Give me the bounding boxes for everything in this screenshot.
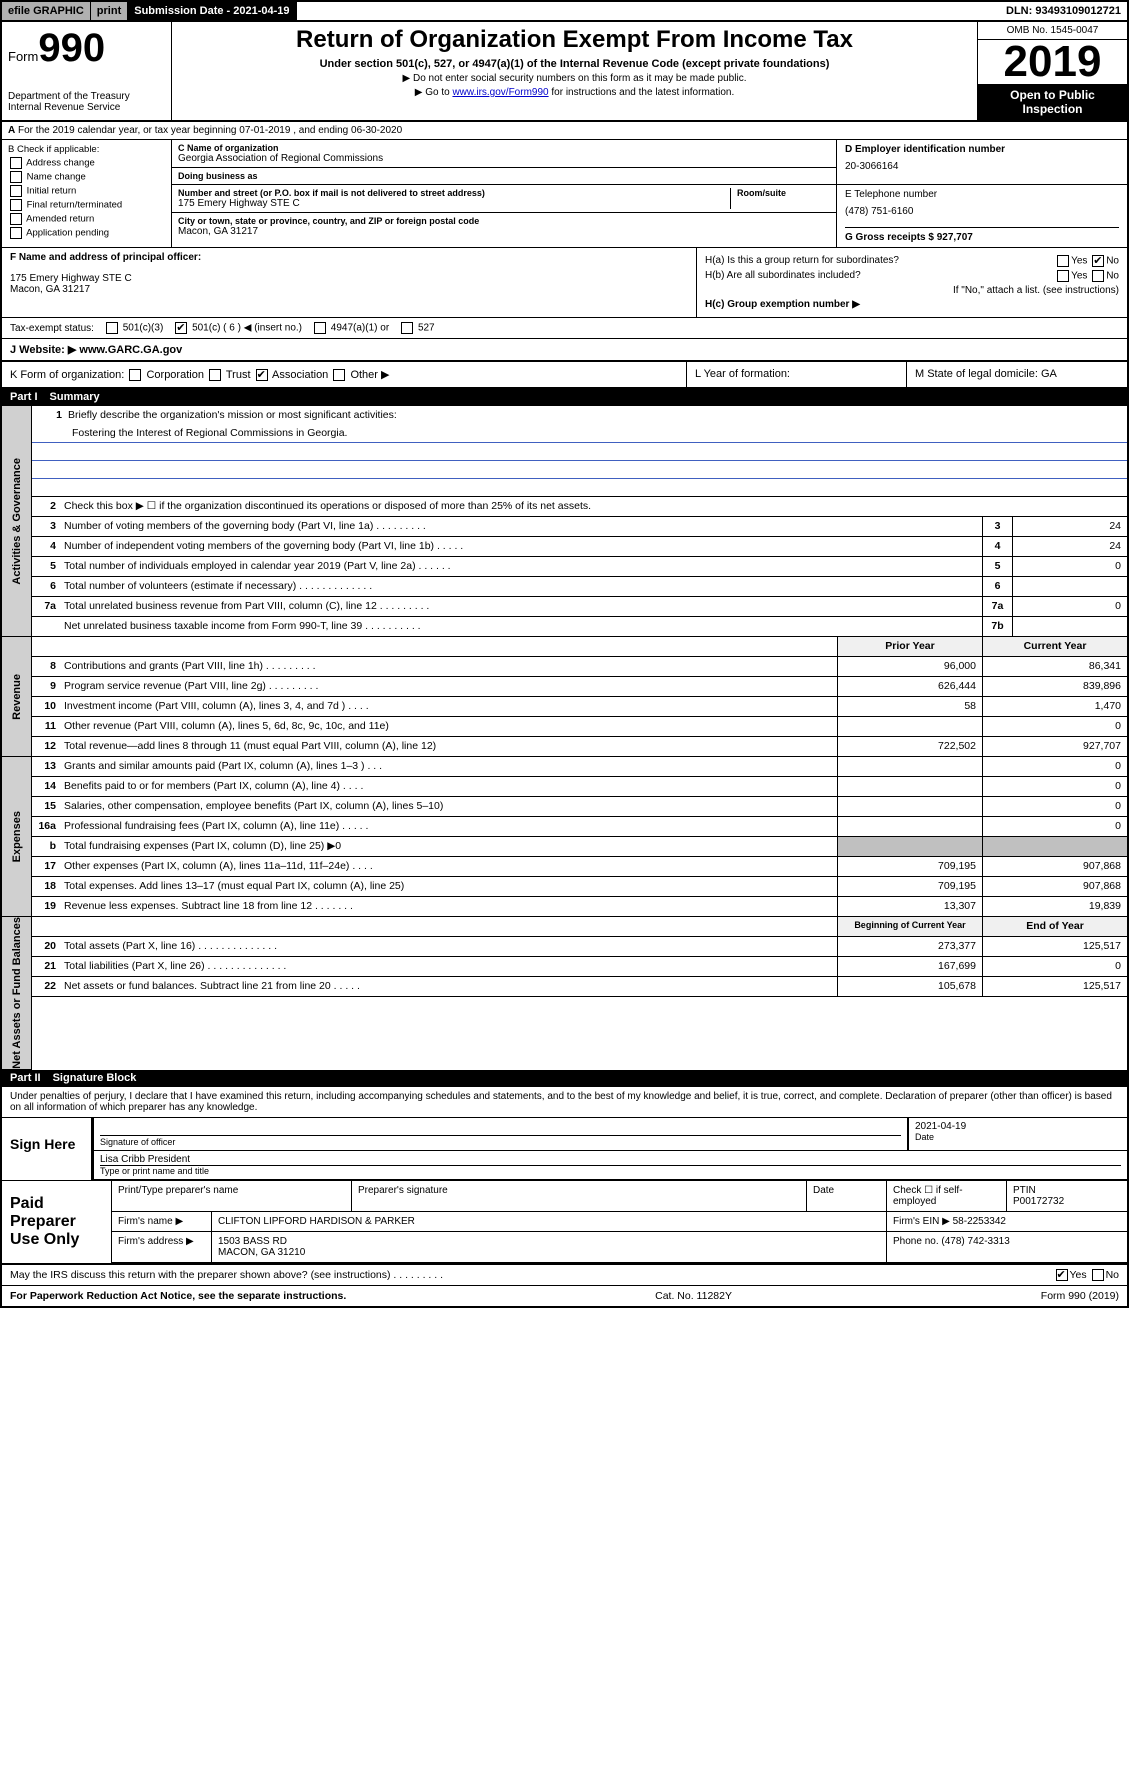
summary-line: 20Total assets (Part X, line 16) . . . .… [32, 937, 1127, 957]
vtab-rev: Revenue [11, 674, 23, 720]
efile-button[interactable]: efile GRAPHIC [2, 2, 91, 20]
header-right: OMB No. 1545-0047 2019 Open to Public In… [977, 22, 1127, 120]
city: Macon, GA 31217 [178, 226, 830, 237]
website[interactable]: www.GARC.GA.gov [79, 344, 182, 356]
summary-line: 4Number of independent voting members of… [32, 537, 1127, 557]
header-mid: Return of Organization Exempt From Incom… [172, 22, 977, 120]
summary-line: 9Program service revenue (Part VIII, lin… [32, 677, 1127, 697]
col-f: F Name and address of principal officer:… [2, 248, 697, 317]
website-row: J Website: ▶ www.GARC.GA.gov [2, 339, 1127, 362]
firm-phone: (478) 742-3313 [941, 1236, 1009, 1247]
summary-line: 6Total number of volunteers (estimate if… [32, 577, 1127, 597]
header-left: Form990 Department of the Treasury Inter… [2, 22, 172, 120]
gross-receipts: G Gross receipts $ 927,707 [845, 227, 1119, 243]
dln: DLN: 93493109012721 [1000, 2, 1127, 20]
form-header: Form990 Department of the Treasury Inter… [2, 22, 1127, 122]
col-h: H(a) Is this a group return for subordin… [697, 248, 1127, 317]
firm-ein: 58-2253342 [953, 1216, 1006, 1227]
form-subtitle: Under section 501(c), 527, or 4947(a)(1)… [180, 58, 969, 70]
summary-line: 3Number of voting members of the governi… [32, 517, 1127, 537]
submission-date: Submission Date - 2021-04-19 [128, 2, 296, 20]
net-assets: Net Assets or Fund Balances Beginning of… [2, 917, 1127, 1070]
ein: 20-3066164 [845, 161, 1119, 172]
summary-line: 22Net assets or fund balances. Subtract … [32, 977, 1127, 997]
sign-block: Sign Here Signature of officer 2021-04-1… [2, 1118, 1127, 1181]
form-number: 990 [38, 26, 105, 70]
street-addr: 175 Emery Highway STE C [178, 198, 730, 209]
dba-cell: Doing business as [172, 168, 836, 184]
tax-year: 2019 [978, 40, 1127, 84]
org-name: Georgia Association of Regional Commissi… [178, 153, 830, 164]
summary-line: 16aProfessional fundraising fees (Part I… [32, 817, 1127, 837]
summary-line: 12Total revenue—add lines 8 through 11 (… [32, 737, 1127, 757]
form-990-page: efile GRAPHIC print Submission Date - 20… [0, 0, 1129, 1308]
col-cd: C Name of organization Georgia Associati… [172, 140, 1127, 247]
form-title: Return of Organization Exempt From Incom… [180, 26, 969, 54]
summary-line: 19Revenue less expenses. Subtract line 1… [32, 897, 1127, 917]
preparer-block: Paid Preparer Use Only Print/Type prepar… [2, 1181, 1127, 1265]
declaration: Under penalties of perjury, I declare th… [2, 1087, 1127, 1118]
col-b: B Check if applicable: Address change Na… [2, 140, 172, 247]
summary-line: 15Salaries, other compensation, employee… [32, 797, 1127, 817]
summary-line: 5Total number of individuals employed in… [32, 557, 1127, 577]
row-a: A For the 2019 calendar year, or tax yea… [2, 122, 1127, 140]
footer: For Paperwork Reduction Act Notice, see … [2, 1286, 1127, 1306]
note-ssn: Do not enter social security numbers on … [180, 73, 969, 84]
summary-line: 2Check this box ▶ ☐ if the organization … [32, 497, 1127, 517]
firm-name: CLIFTON LIPFORD HARDISON & PARKER [212, 1212, 887, 1231]
ein-cell: D Employer identification number 20-3066… [837, 140, 1127, 184]
form-label: Form [8, 49, 38, 64]
vtab-exp: Expenses [11, 811, 23, 862]
open-public: Open to Public Inspection [978, 84, 1127, 120]
note-link: Go to www.irs.gov/Form990 for instructio… [180, 87, 969, 98]
vtab-net: Net Assets or Fund Balances [11, 917, 23, 1069]
cb-amended[interactable]: Amended return [8, 213, 165, 225]
org-name-cell: C Name of organization Georgia Associati… [172, 140, 836, 168]
revenue: Revenue Prior YearCurrent Year 8Contribu… [2, 637, 1127, 757]
summary-line: 11Other revenue (Part VIII, column (A), … [32, 717, 1127, 737]
irs-link[interactable]: www.irs.gov/Form990 [452, 87, 548, 98]
summary-line: 13Grants and similar amounts paid (Part … [32, 757, 1127, 777]
telephone: (478) 751-6160 [845, 206, 1119, 217]
cb-pending[interactable]: Application pending [8, 227, 165, 239]
k-row: K Form of organization: Corporation Trus… [2, 362, 1127, 389]
summary-line: bTotal fundraising expenses (Part IX, co… [32, 837, 1127, 857]
summary-line: 18Total expenses. Add lines 13–17 (must … [32, 877, 1127, 897]
tax-status-row: Tax-exempt status: 501(c)(3) 501(c) ( 6 … [2, 318, 1127, 339]
cb-final[interactable]: Final return/terminated [8, 199, 165, 211]
print-button[interactable]: print [91, 2, 128, 20]
cb-address[interactable]: Address change [8, 157, 165, 169]
summary-line: 14Benefits paid to or for members (Part … [32, 777, 1127, 797]
activities-gov: Activities & Governance 1Briefly describ… [2, 406, 1127, 637]
vtab-gov: Activities & Governance [11, 458, 23, 585]
cb-initial[interactable]: Initial return [8, 185, 165, 197]
part1-header: Part I Summary [2, 389, 1127, 406]
mission-text: Fostering the Interest of Regional Commi… [32, 424, 1127, 443]
ptin: P00172732 [1013, 1196, 1121, 1207]
summary-line: 21Total liabilities (Part X, line 26) . … [32, 957, 1127, 977]
dept: Department of the Treasury Internal Reve… [8, 91, 165, 113]
cb-name[interactable]: Name change [8, 171, 165, 183]
summary-line: 10Investment income (Part VIII, column (… [32, 697, 1127, 717]
col-b-header: B Check if applicable: [8, 144, 165, 155]
summary-line: 17Other expenses (Part IX, column (A), l… [32, 857, 1127, 877]
section-fh: F Name and address of principal officer:… [2, 248, 1127, 318]
expenses: Expenses 13Grants and similar amounts pa… [2, 757, 1127, 917]
section-bc: B Check if applicable: Address change Na… [2, 140, 1127, 248]
discuss-row: May the IRS discuss this return with the… [2, 1265, 1127, 1286]
summary-line: 8Contributions and grants (Part VIII, li… [32, 657, 1127, 677]
part2-header: Part II Signature Block [2, 1070, 1127, 1087]
topbar: efile GRAPHIC print Submission Date - 20… [2, 2, 1127, 22]
officer-name: Lisa Cribb President [100, 1154, 1121, 1165]
summary-line: Net unrelated business taxable income fr… [32, 617, 1127, 637]
summary-line: 7aTotal unrelated business revenue from … [32, 597, 1127, 617]
